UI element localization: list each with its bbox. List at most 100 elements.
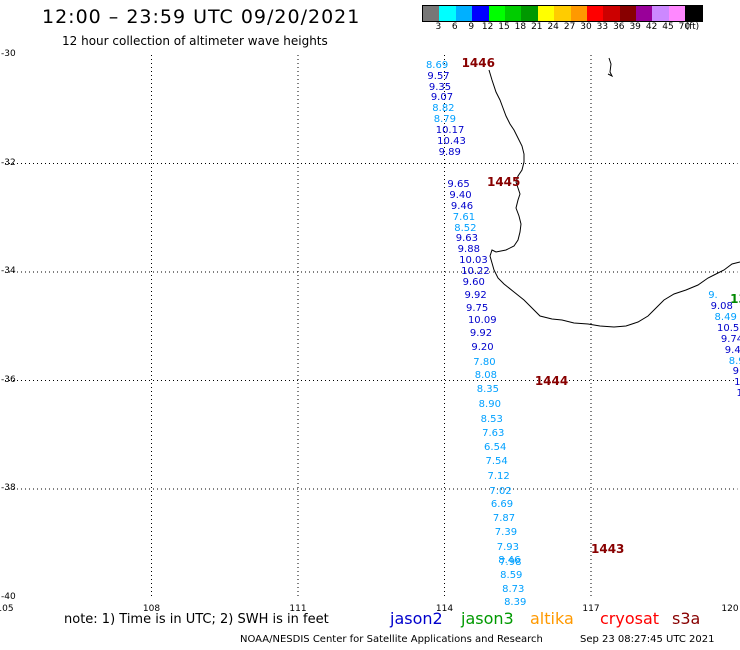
wave-height-value: 9.35 — [428, 81, 452, 93]
color-scale-label: 33 — [596, 22, 609, 32]
wave-height-value: 7.39 — [494, 527, 518, 539]
color-swatch — [521, 6, 538, 21]
color-scale-label: 6 — [451, 22, 458, 32]
wave-height-value: 9.75 — [465, 302, 489, 314]
satellite-legend-jason2: jason2 — [390, 609, 443, 628]
longitude-label: 117 — [582, 604, 600, 614]
coastline — [488, 69, 740, 328]
map-subtitle: 12 hour collection of altimeter wave hei… — [62, 34, 328, 48]
map-title: 12:00 – 23:59 UTC 09/20/2021 — [42, 6, 361, 28]
color-scale-label: 27 — [563, 22, 576, 32]
satellite-legend-cryosat: cryosat — [600, 609, 660, 628]
wave-height-value: 7.12 — [487, 470, 510, 482]
wave-height-value: 10 — [736, 388, 740, 400]
wave-height-value: 10.43 — [437, 135, 466, 147]
inlet — [607, 57, 614, 78]
color-scale — [422, 5, 703, 22]
wave-height-value: 8.92 — [728, 355, 740, 367]
color-scale-label: 15 — [498, 22, 510, 32]
wave-height-value: 9.42 — [724, 344, 740, 356]
color-swatch — [603, 6, 620, 21]
color-swatch — [488, 6, 505, 21]
wave-height-value: 10.52 — [716, 322, 740, 334]
wave-height-value: 10.22 — [461, 266, 490, 277]
color-scale-label: 24 — [547, 22, 559, 32]
color-swatch — [668, 6, 686, 21]
color-scale-label: 70 — [678, 22, 691, 32]
color-swatch — [472, 6, 489, 21]
pass-time-label: 1443 — [591, 541, 625, 556]
latitude-label: -38 — [1, 483, 16, 493]
color-scale-label: (ft) — [685, 22, 700, 32]
wave-height-value: 9.74 — [720, 333, 740, 345]
wave-height-value: 9.89 — [438, 146, 461, 158]
wave-height-value: 9.92 — [464, 290, 487, 302]
latitude-label: -30 — [1, 49, 16, 59]
latitude-label: -32 — [1, 157, 16, 168]
footer-credit: NOAA/NESDIS Center for Satellite Applica… — [240, 634, 543, 645]
color-scale-label: 18 — [514, 22, 527, 32]
pass-time-label: 135 — [730, 292, 740, 307]
longitude-label: 108 — [142, 604, 161, 614]
wave-height-value: 7.80 — [473, 357, 496, 369]
wave-height-value: 7.93 — [496, 541, 520, 553]
color-swatch — [554, 6, 571, 21]
pass-time-label: 1446 — [461, 56, 495, 71]
color-scale-label: 39 — [629, 22, 641, 32]
graticule — [5, 55, 738, 598]
color-swatch — [685, 6, 702, 21]
wave-height-value: 8.53 — [480, 413, 503, 425]
wave-height-value: 9.92 — [469, 328, 493, 340]
color-swatch — [455, 6, 473, 21]
wave-height-value: 10. — [734, 377, 740, 389]
wave-height-value: 9.63 — [455, 233, 478, 245]
wave-height-value: 10.17 — [435, 124, 465, 136]
pass-time-label: 1445 — [486, 175, 521, 190]
wave-height-value: 8.90 — [478, 398, 501, 410]
wave-height-value: 8.79 — [433, 114, 457, 126]
wave-height-value: 7.02 — [489, 485, 512, 497]
latitude-label: -40 — [1, 591, 16, 602]
wave-height-value: 8.08 — [474, 370, 498, 382]
wave-height-value: 7.98 — [499, 557, 522, 569]
color-swatch — [439, 6, 456, 21]
latitude-label: -34 — [1, 266, 16, 276]
wave-height-value: 8.35 — [476, 384, 499, 396]
wave-height-value: 7.54 — [485, 455, 508, 467]
color-swatch — [586, 6, 604, 21]
color-scale-label: 3 — [435, 22, 442, 32]
footer-timestamp: Sep 23 08:27:45 UTC 2021 — [580, 634, 715, 645]
wave-height-value: 8.52 — [454, 222, 477, 234]
satellite-legend-jason3: jason3 — [461, 609, 514, 628]
longitude-label: 114 — [435, 604, 454, 614]
wave-height-value: 7.63 — [482, 427, 505, 439]
longitude-label: 120 — [721, 604, 739, 614]
wave-height-value: 7.61 — [452, 211, 476, 223]
wave-height-value: 7.87 — [492, 512, 516, 524]
color-swatch — [636, 6, 653, 21]
wave-height-value: 8.39 — [504, 596, 527, 608]
color-scale-label: 42 — [645, 22, 658, 32]
wave-height-value: 8.46 — [498, 554, 521, 566]
wave-height-value: 10.03 — [459, 255, 488, 267]
wave-height-value: 8.49 — [714, 312, 737, 324]
wave-height-value: 9.88 — [457, 244, 480, 256]
color-swatch — [537, 6, 555, 21]
longitude-label: 111 — [289, 604, 307, 614]
color-swatch — [423, 6, 440, 21]
wave-height-value: 8.59 — [500, 569, 523, 581]
wave-height-value: 8.73 — [502, 583, 525, 595]
color-swatch — [570, 6, 587, 21]
color-scale-label: 12 — [481, 22, 494, 32]
color-scale-label: 30 — [580, 22, 592, 32]
latitude-label: -36 — [1, 374, 16, 385]
wave-height-value: 6.69 — [490, 499, 514, 511]
wave-height-value: 9.08 — [710, 301, 733, 313]
note-text: note: 1) Time is in UTC; 2) SWH is in fe… — [64, 612, 329, 627]
color-swatch — [504, 6, 522, 21]
wave-height-value: 9.6 — [732, 366, 740, 378]
wave-height-value: 8.69 — [425, 59, 449, 71]
wave-height-value: 9.60 — [462, 276, 485, 288]
longitude-label: 105 — [0, 604, 14, 614]
